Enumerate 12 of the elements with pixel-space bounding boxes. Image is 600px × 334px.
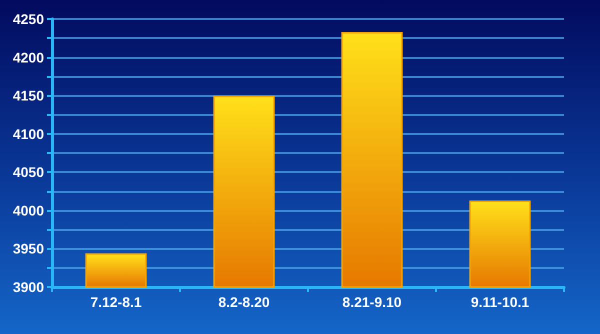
x-tick-label: 9.11-10.1: [470, 294, 530, 310]
y-tick-label: 3950: [12, 240, 44, 257]
x-tick-label: 8.21-9.10: [342, 294, 402, 310]
y-tick-label: 3900: [12, 279, 44, 295]
y-tick-label: 4200: [12, 49, 44, 66]
y-tick-label: 4250: [12, 11, 44, 27]
y-tick-label: 4000: [12, 202, 44, 218]
y-tick-label: 4150: [12, 88, 44, 104]
x-tick-label: 8.2-8.20: [218, 294, 270, 310]
y-tick-label: 4100: [12, 126, 44, 142]
y-tick-label: 4050: [12, 164, 44, 180]
x-tick-label: 7.12-8.1: [90, 294, 142, 310]
